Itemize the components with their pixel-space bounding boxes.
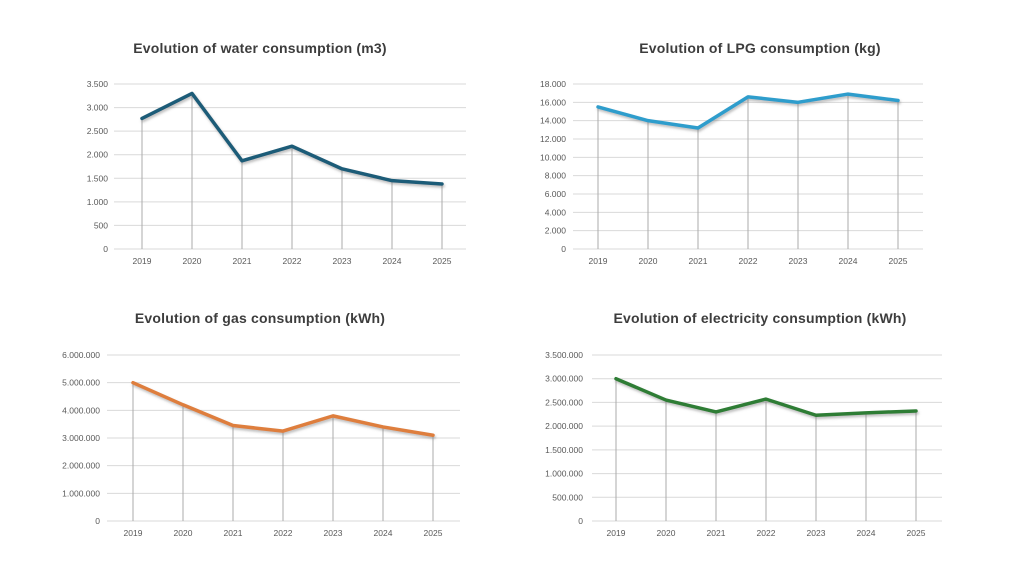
- x-axis-tick-label: 2022: [283, 256, 302, 266]
- y-axis-tick-label: 4.000: [545, 207, 567, 217]
- x-axis-tick-label: 2023: [333, 256, 352, 266]
- y-axis-tick-label: 1.500.000: [545, 445, 583, 455]
- y-axis-tick-label: 2.500.000: [545, 397, 583, 407]
- y-axis-tick-label: 3.000.000: [545, 374, 583, 384]
- x-axis-tick-label: 2025: [907, 528, 926, 538]
- y-axis-tick-label: 0: [103, 244, 108, 254]
- x-axis-tick-label: 2025: [424, 528, 443, 538]
- y-axis-tick-label: 1.000.000: [545, 469, 583, 479]
- x-axis-tick-label: 2023: [789, 256, 808, 266]
- y-axis-tick-label: 500.000: [552, 492, 583, 502]
- x-axis-tick-label: 2020: [183, 256, 202, 266]
- x-axis-tick-label: 2022: [739, 256, 758, 266]
- y-axis-tick-label: 2.000.000: [62, 461, 100, 471]
- x-axis-tick-label: 2024: [374, 528, 393, 538]
- water-series-line: [140, 91, 444, 186]
- x-axis-tick-label: 2021: [707, 528, 726, 538]
- gas-chart-title: Evolution of gas consumption (kWh): [134, 310, 386, 326]
- x-axis-tick-label: 2020: [657, 528, 676, 538]
- y-axis-tick-label: 14.000: [540, 116, 566, 126]
- y-axis-tick-label: 2.000.000: [545, 421, 583, 431]
- y-axis-tick-label: 3.000.000: [62, 433, 100, 443]
- water-chart-title: Evolution of water consumption (m3): [133, 40, 387, 56]
- y-axis-tick-label: 2.000: [87, 150, 109, 160]
- electricity-chart-title: Evolution of electricity consumption (kW…: [613, 310, 907, 326]
- x-axis-tick-label: 2019: [133, 256, 152, 266]
- x-axis-tick-label: 2023: [324, 528, 343, 538]
- y-axis-tick-label: 0: [578, 516, 583, 526]
- y-axis-tick-label: 10.000: [540, 152, 566, 162]
- lpg-chart-title: Evolution of LPG consumption (kg): [639, 40, 881, 56]
- x-axis-tick-label: 2020: [639, 256, 658, 266]
- x-axis-tick-label: 2020: [174, 528, 193, 538]
- x-axis-tick-label: 2024: [857, 528, 876, 538]
- lpg-chart-plot: 0 2.000 4.000 6.000 8.000 10.000 12.000 14.000 1…: [540, 79, 923, 266]
- y-axis-tick-label: 1.000.000: [62, 488, 100, 498]
- x-axis-tick-label: 2025: [433, 256, 452, 266]
- y-axis-tick-label: 0: [561, 244, 566, 254]
- x-axis-tick-label: 2025: [889, 256, 908, 266]
- electricity-chart-plot: 0 500.000 1.000.000 1.500.000 2.000.000 2.500…: [545, 350, 942, 538]
- x-axis-tick-label: 2021: [689, 256, 708, 266]
- electricity-series-line: [614, 376, 918, 417]
- y-axis-tick-label: 6.000.000: [62, 350, 100, 360]
- x-axis-tick-label: 2023: [807, 528, 826, 538]
- x-axis-tick-label: 2022: [757, 528, 776, 538]
- x-axis-tick-label: 2019: [589, 256, 608, 266]
- x-axis-tick-label: 2024: [839, 256, 858, 266]
- y-axis-tick-label: 3.000: [87, 103, 109, 113]
- y-axis-tick-label: 500: [94, 220, 108, 230]
- y-axis-tick-label: 12.000: [540, 134, 566, 144]
- y-axis-tick-label: 3.500: [87, 79, 109, 89]
- y-axis-tick-label: 1.000: [87, 197, 109, 207]
- gas-chart-plot: 0 1.000.000 2.000.000 3.000.000 4.000.000 5.0…: [62, 350, 460, 538]
- y-axis-tick-label: 1.500: [87, 173, 109, 183]
- y-axis-tick-label: 2.500: [87, 126, 109, 136]
- x-axis-tick-label: 2021: [233, 256, 252, 266]
- y-axis-tick-label: 6.000: [545, 189, 567, 199]
- y-axis-tick-label: 3.500.000: [545, 350, 583, 360]
- y-axis-tick-label: 18.000: [540, 79, 566, 89]
- y-axis-tick-label: 8.000: [545, 171, 567, 181]
- lpg-consumption-chart: Evolution of LPG consumption (kg) 0 2.000…: [530, 30, 990, 290]
- y-axis-tick-label: 5.000.000: [62, 378, 100, 388]
- lpg-series-line: [596, 92, 900, 130]
- gas-consumption-chart: Evolution of gas consumption (kWh) 0 1.00…: [30, 300, 490, 560]
- x-axis-tick-label: 2021: [224, 528, 243, 538]
- y-axis-tick-label: 2.000: [545, 226, 567, 236]
- water-chart-plot: 0 500 1.000 1.500 2.000 2.500 3.000 3.500 2019 20…: [87, 79, 466, 266]
- x-axis-tick-label: 2022: [274, 528, 293, 538]
- water-consumption-chart: Evolution of water consumption (m3) 0 500…: [30, 30, 490, 290]
- y-axis-tick-label: 16.000: [540, 97, 566, 107]
- y-axis-tick-label: 4.000.000: [62, 405, 100, 415]
- gas-series-line: [131, 380, 435, 437]
- x-axis-tick-label: 2019: [607, 528, 626, 538]
- x-axis-tick-label: 2024: [383, 256, 402, 266]
- x-axis-tick-label: 2019: [124, 528, 143, 538]
- electricity-consumption-chart: Evolution of electricity consumption (kW…: [530, 300, 990, 560]
- y-axis-tick-label: 0: [95, 516, 100, 526]
